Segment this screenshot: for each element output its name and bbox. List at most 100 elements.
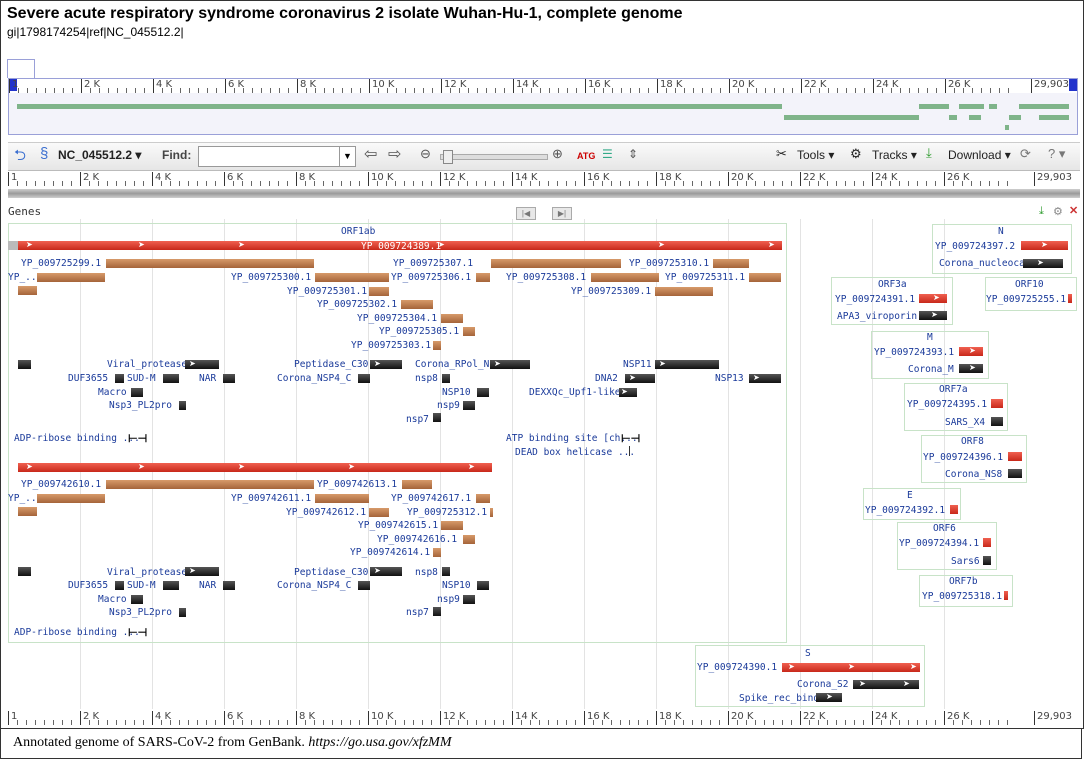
track-settings-icon[interactable]: ⚙	[1053, 206, 1063, 218]
product-label[interactable]: YP_009725306.1	[391, 272, 472, 283]
domain-bar[interactable]	[18, 360, 31, 369]
product-label[interactable]: YP_009725304.1	[357, 313, 438, 324]
product-label[interactable]: YP_...	[8, 272, 43, 283]
tools-menu[interactable]: Tools ▾	[797, 148, 835, 162]
product-label[interactable]: YP_009725307.1	[393, 258, 474, 269]
product-bar[interactable]	[402, 480, 432, 489]
domain-bar[interactable]	[223, 374, 235, 383]
site-label[interactable]: DEAD box helicase ...	[515, 447, 636, 458]
product-bar[interactable]	[433, 341, 441, 350]
orf1a-gene-bar[interactable]: ➤ ➤ ➤ ➤ ➤	[18, 462, 492, 472]
product-label[interactable]: YP_009725302.1	[317, 299, 398, 310]
orf7a-protein-label[interactable]: YP_009724395.1	[907, 399, 988, 410]
domain-label[interactable]: DUF3655	[68, 580, 109, 591]
product-bar[interactable]	[463, 535, 475, 544]
track-next-icon[interactable]: ▶|	[552, 207, 572, 220]
product-label[interactable]: YP_...	[8, 493, 43, 504]
orf1ab-label[interactable]: ORF1ab	[341, 226, 376, 237]
zoom-in-icon[interactable]: ⊕	[552, 146, 563, 161]
orf7b-label[interactable]: ORF7b	[949, 576, 978, 587]
domain-bar[interactable]	[131, 388, 143, 397]
m-gene-bar[interactable]: ➤	[959, 346, 983, 356]
zoom-slider-handle[interactable]	[443, 150, 453, 164]
domain-label[interactable]: Corona_NSP4_C	[277, 580, 352, 591]
e-protein-label[interactable]: YP_009724392.1	[865, 505, 946, 516]
product-bar[interactable]	[37, 273, 105, 282]
product-label[interactable]: YP_009725299.1	[21, 258, 102, 269]
domain-bar[interactable]	[163, 581, 179, 590]
fit-icon[interactable]: ⇕	[628, 147, 639, 161]
orf7a-domain-label[interactable]: SARS_X4	[945, 417, 986, 428]
e-gene-bar[interactable]	[950, 505, 958, 514]
domain-bar[interactable]: ➤	[185, 566, 219, 576]
s-protein-label[interactable]: YP_009724390.1	[697, 662, 778, 673]
domain-bar[interactable]	[179, 401, 186, 410]
product-label[interactable]: YP_009742616.1	[377, 534, 458, 545]
product-bar[interactable]	[476, 273, 490, 282]
help-icon[interactable]: ? ▾	[1048, 146, 1066, 161]
product-label[interactable]: YP_009742617.1	[391, 493, 472, 504]
domain-bar[interactable]	[433, 607, 441, 616]
site-marker[interactable]: ⊢⊣	[621, 433, 641, 445]
product-label[interactable]: YP_009742612.1	[286, 507, 367, 518]
domain-label[interactable]: NSP10	[442, 580, 471, 591]
n-domain-bar[interactable]: ➤	[1023, 258, 1063, 268]
domain-label[interactable]: Viral_protease	[107, 359, 188, 370]
domain-bar[interactable]	[477, 388, 489, 397]
s-gene-bar[interactable]: ➤ ➤ ➤	[782, 662, 920, 672]
domain-bar[interactable]: ➤	[185, 359, 219, 369]
download-menu[interactable]: Download ▾	[948, 148, 1011, 162]
product-bar[interactable]	[491, 259, 621, 268]
product-label[interactable]: YP_009725305.1	[379, 326, 460, 337]
orf3a-domain-bar[interactable]: ➤	[919, 310, 947, 320]
e-label[interactable]: E	[907, 490, 913, 501]
orf7b-gene-bar[interactable]	[1004, 591, 1008, 600]
domain-label[interactable]: nsp8	[415, 373, 438, 384]
orf7b-protein-label[interactable]: YP_009725318.1	[922, 591, 1003, 602]
reload-icon[interactable]: ⟳	[1020, 146, 1031, 161]
product-label[interactable]: YP_009725300.1	[231, 272, 312, 283]
product-bar[interactable]	[369, 508, 389, 517]
pan-right-icon[interactable]: ⇨	[388, 146, 402, 163]
domain-label[interactable]: NSP11	[623, 359, 652, 370]
orf7a-label[interactable]: ORF7a	[939, 384, 968, 395]
domain-bar[interactable]: ➤	[625, 373, 655, 383]
domain-label[interactable]: nsp7	[406, 414, 429, 425]
s-domain-label[interactable]: Spike_rec_bind	[739, 693, 820, 704]
product-bar[interactable]	[441, 314, 463, 323]
product-bar[interactable]	[749, 273, 781, 282]
domain-label[interactable]: NSP10	[442, 387, 471, 398]
domain-bar[interactable]	[477, 581, 489, 590]
orf6-protein-label[interactable]: YP_009724394.1	[899, 538, 980, 549]
overview-tab[interactable]	[7, 59, 35, 78]
domain-label[interactable]: NAR	[199, 373, 217, 384]
orf3a-domain-label[interactable]: APA3_viroporin	[837, 311, 918, 322]
orf8-domain-label[interactable]: Corona_NS8	[945, 469, 1003, 480]
domain-bar[interactable]: ➤	[490, 359, 530, 369]
product-label[interactable]: YP_009742613.1	[317, 479, 398, 490]
product-label[interactable]: YP_009742615.1	[358, 520, 439, 531]
zoom-out-icon[interactable]: ⊖	[420, 146, 431, 161]
product-label[interactable]: YP_009742614.1	[350, 547, 431, 558]
m-protein-label[interactable]: YP_009724393.1	[874, 347, 955, 358]
track-close-icon[interactable]: ✕	[1069, 205, 1079, 217]
product-label[interactable]: YP_009742611.1	[231, 493, 312, 504]
product-bar[interactable]	[106, 259, 314, 268]
orf3a-label[interactable]: ORF3a	[878, 279, 907, 290]
domain-bar[interactable]	[433, 413, 441, 422]
product-bar[interactable]	[37, 494, 105, 503]
domain-bar[interactable]	[223, 581, 235, 590]
domain-bar[interactable]	[179, 608, 186, 617]
orf8-domain-bar[interactable]	[1008, 469, 1022, 478]
domain-label[interactable]: Nsp3_PL2pro	[109, 607, 172, 618]
domain-bar[interactable]: ➤	[749, 373, 781, 383]
site-marker[interactable]: ⊢⊣	[128, 627, 148, 639]
sequence-selector[interactable]: NC_045512.2 ▾	[58, 148, 142, 162]
m-label[interactable]: M	[927, 332, 933, 343]
domain-label[interactable]: nsp9	[437, 594, 460, 605]
align-icon[interactable]: ☰	[602, 147, 613, 161]
site-marker[interactable]	[629, 446, 630, 456]
m-domain-bar[interactable]: ➤	[959, 363, 983, 373]
overview-right-handle[interactable]	[1069, 79, 1077, 91]
